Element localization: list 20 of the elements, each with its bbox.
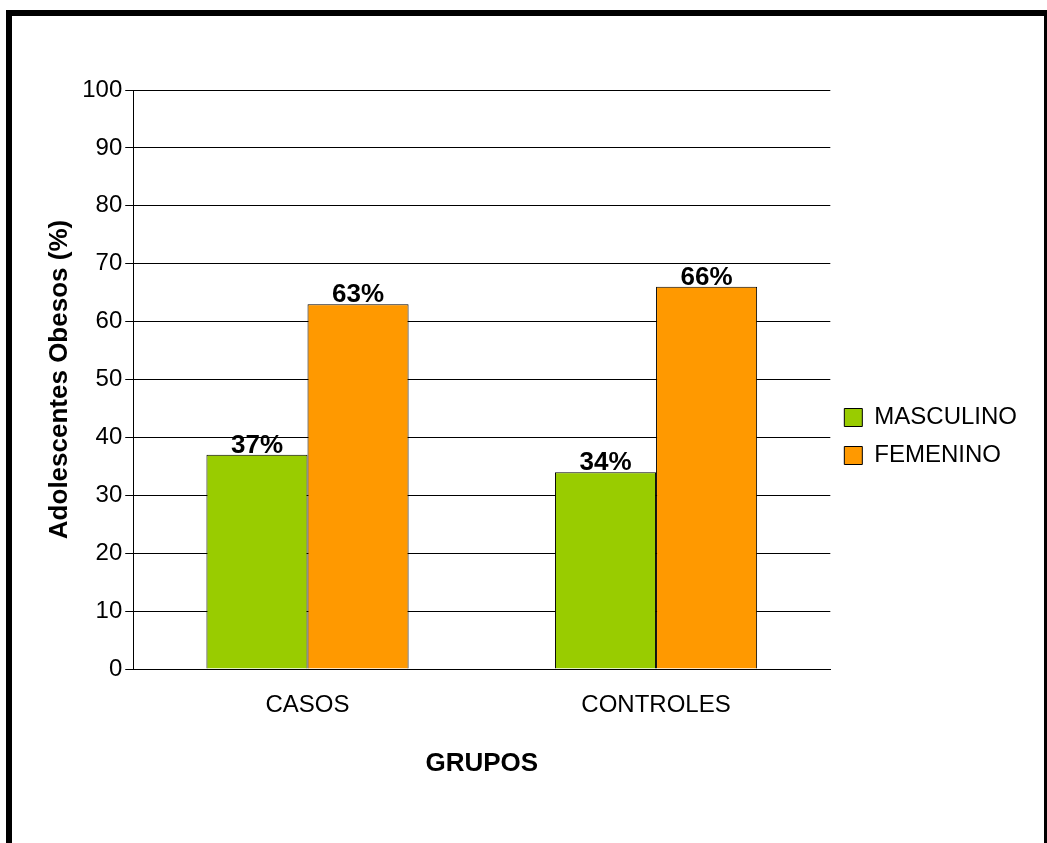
y-tick-label: 50 xyxy=(95,364,123,392)
data-label: 66% xyxy=(680,261,733,292)
y-tick-label: 40 xyxy=(95,422,123,450)
y-tick-label: 90 xyxy=(95,132,123,160)
y-tick-label: 100 xyxy=(82,74,123,102)
y-tick-label: 60 xyxy=(95,306,123,334)
x-tick-label: CONTROLES xyxy=(581,690,731,718)
y-tick-label: 10 xyxy=(95,595,123,623)
x-axis-title: GRUPOS xyxy=(425,746,539,777)
y-tick-label: 20 xyxy=(95,537,123,565)
x-tick-label: CASOS xyxy=(265,690,350,718)
data-label: 34% xyxy=(579,446,632,477)
y-axis-title: Adolescentes Obesos (%) xyxy=(42,219,73,540)
data-label: 63% xyxy=(332,278,385,309)
legend-label: FEMENINO xyxy=(874,440,1001,468)
y-tick-label: 0 xyxy=(108,653,123,681)
y-tick-label: 30 xyxy=(95,479,123,507)
y-tick-label: 80 xyxy=(95,190,123,218)
legend-label: MASCULINO xyxy=(874,402,1017,430)
y-tick-label: 70 xyxy=(95,248,123,276)
